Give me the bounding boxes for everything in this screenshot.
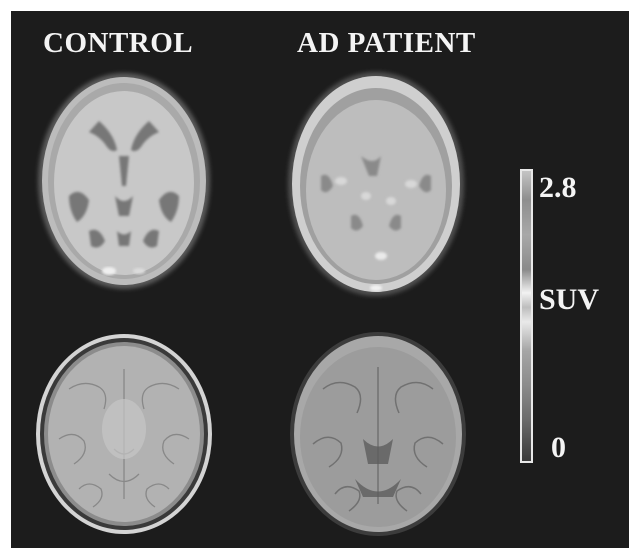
figure-panel: CONTROL AD PATIENT xyxy=(11,11,629,548)
colorbar-title-label: SUV xyxy=(539,283,600,316)
ad-patient-label: AD PATIENT xyxy=(297,27,476,59)
ad-patient-pet-image xyxy=(288,72,464,296)
colorbar-min-label: 0 xyxy=(551,431,566,464)
control-label: CONTROL xyxy=(43,27,194,59)
colorbar-max-label: 2.8 xyxy=(539,171,577,204)
control-mri-image xyxy=(36,334,212,534)
ad-patient-mri-image xyxy=(290,332,466,536)
control-pet-image xyxy=(38,73,210,289)
suv-colorbar xyxy=(520,169,533,463)
